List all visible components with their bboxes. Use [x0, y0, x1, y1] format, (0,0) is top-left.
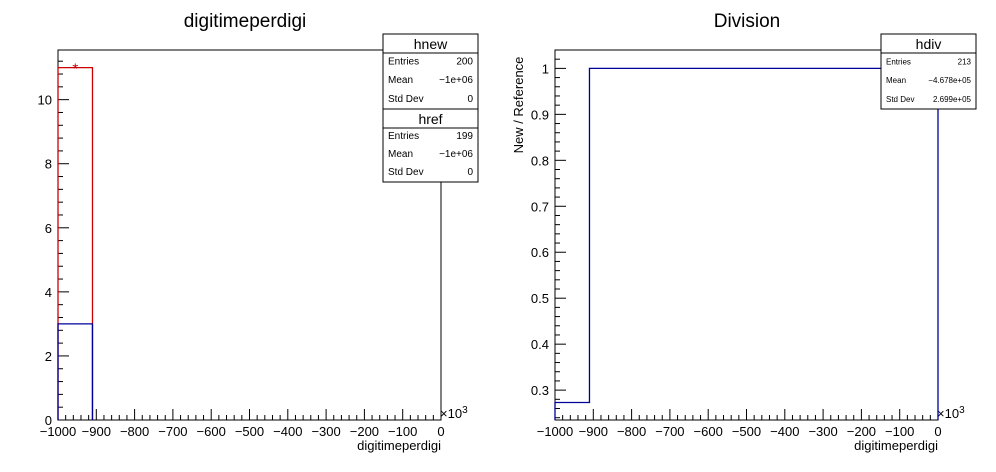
stats-row-label: Std Dev — [388, 94, 424, 105]
y-tick-label: 0.3 — [531, 383, 549, 398]
y-tick-label: 0.9 — [531, 107, 549, 122]
x-tick-label: −200 — [350, 424, 379, 439]
series-hnew-histogram — [57, 66, 94, 420]
right-division-pad: Division−1000 −900 −800 −700 −600 −500 −400 −30… — [511, 11, 977, 453]
x-axis-label: digitimeperdigi — [854, 438, 938, 453]
x-tick-label: −700 — [158, 424, 187, 439]
stats-row-value: 200 — [456, 57, 473, 68]
y-tick-label: 0.5 — [531, 291, 549, 306]
x-tick-label: −1000 — [40, 424, 77, 439]
y-tick-label: 1 — [542, 61, 549, 76]
left-histogram-pad: digitimeperdigi−1000 −900 −800 −700 −600 −500… — [38, 11, 479, 453]
stats-row-label: Std Dev — [388, 167, 424, 178]
stats-row-label: Mean — [886, 76, 906, 85]
stats-row-value: 2.699e+05 — [933, 95, 972, 104]
x-tick-label: −400 — [770, 424, 799, 439]
x-axis-multiplier: ×103 — [440, 405, 468, 421]
x-axis-multiplier: ×103 — [937, 405, 965, 421]
stats-row-value: 199 — [456, 131, 473, 142]
stats-box-title: href — [418, 111, 442, 127]
x-multiplier-base: ×10 — [440, 406, 462, 421]
x-tick-label: −500 — [235, 424, 264, 439]
y-axis-label: New / Reference — [511, 57, 526, 154]
x-tick-label: −300 — [311, 424, 340, 439]
x-tick-label: −400 — [273, 424, 302, 439]
stats-row-value: −4.678e+05 — [928, 76, 971, 85]
y-tick-label: 10 — [38, 93, 52, 108]
stats-row-label: Entries — [886, 58, 911, 67]
x-tick-label: −600 — [197, 424, 226, 439]
stats-row-label: Mean — [388, 149, 413, 160]
x-tick-label: −600 — [694, 424, 723, 439]
x-multiplier-base: ×10 — [937, 406, 959, 421]
y-tick-label: 4 — [45, 285, 52, 300]
y-tick-label: 8 — [45, 157, 52, 172]
y-tick-label: 0.4 — [531, 337, 549, 352]
stats-row-value: 0 — [467, 94, 473, 105]
stats-row-value: −1e+06 — [439, 149, 473, 160]
x-tick-label: 0 — [437, 424, 444, 439]
x-tick-label: −900 — [82, 424, 111, 439]
x-multiplier-exponent: 3 — [462, 405, 468, 416]
stats-row-label: Std Dev — [886, 95, 914, 104]
stats-row-label: Entries — [388, 57, 419, 68]
stats-row-label: Mean — [388, 75, 413, 86]
stats-row-label: Entries — [388, 131, 419, 142]
y-tick-label: 0 — [45, 413, 52, 428]
x-tick-label: −900 — [579, 424, 608, 439]
stats-row-value: −1e+06 — [439, 75, 473, 86]
stats-box-title: hdiv — [916, 36, 942, 52]
x-tick-label: −800 — [120, 424, 149, 439]
x-tick-label: 0 — [934, 424, 941, 439]
stats-box-title: hnew — [414, 36, 448, 52]
x-tick-label: −1000 — [537, 424, 574, 439]
y-tick-label: 0.8 — [531, 153, 549, 168]
y-tick-label: 6 — [45, 221, 52, 236]
chart-title: Division — [714, 11, 781, 32]
stats-box-href — [382, 108, 479, 183]
stats-row-value: 0 — [467, 167, 473, 178]
x-tick-label: −100 — [885, 424, 914, 439]
stats-box-hnew — [382, 33, 479, 110]
series-hnew-marker: * — [72, 61, 78, 78]
x-tick-label: −500 — [732, 424, 761, 439]
x-tick-label: −800 — [617, 424, 646, 439]
x-tick-label: −100 — [388, 424, 417, 439]
series-href-histogram — [57, 323, 94, 420]
chart-title: digitimeperdigi — [184, 11, 307, 32]
x-multiplier-exponent: 3 — [959, 405, 965, 416]
stats-box-hdiv — [880, 33, 977, 110]
y-tick-label: 0.7 — [531, 199, 549, 214]
x-tick-label: −300 — [808, 424, 837, 439]
x-axis-label: digitimeperdigi — [357, 438, 441, 453]
x-tick-label: −200 — [847, 424, 876, 439]
y-tick-label: 0.6 — [531, 245, 549, 260]
x-tick-label: −700 — [655, 424, 684, 439]
stats-row-value: 213 — [958, 58, 972, 67]
series-hdiv-histogram — [554, 67, 939, 420]
y-tick-label: 2 — [45, 349, 52, 364]
